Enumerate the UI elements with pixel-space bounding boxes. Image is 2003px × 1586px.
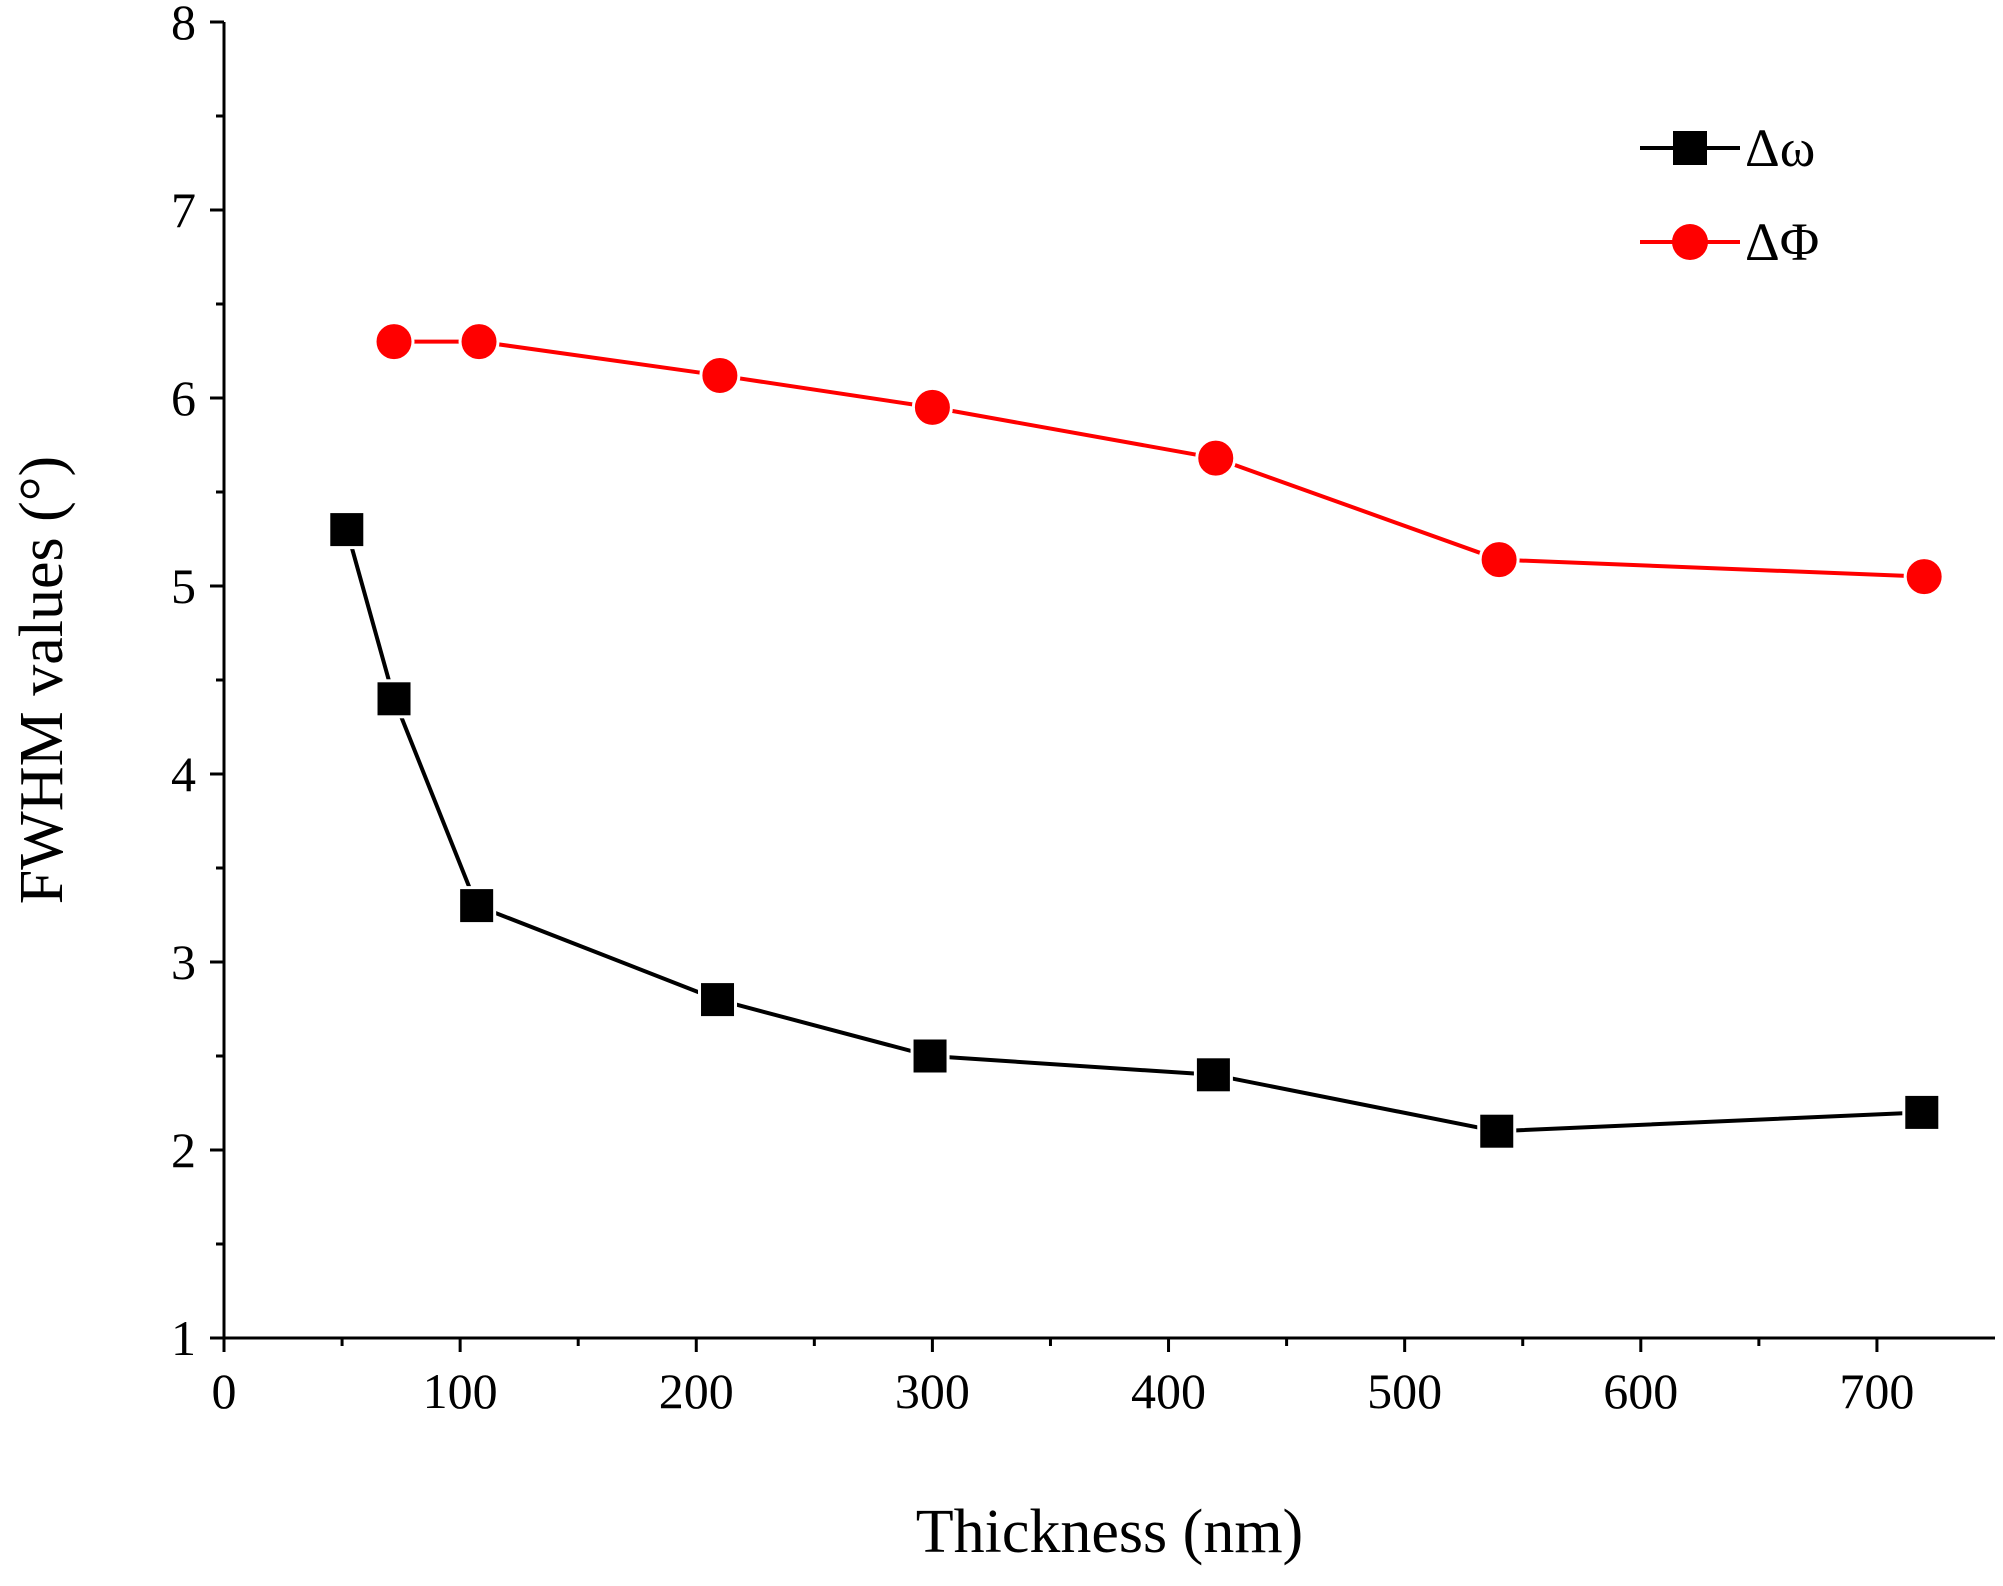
series-line-0 [344,529,1922,1134]
series-line-1 [394,339,1925,579]
axes [222,22,1995,1340]
x-tick-label-700: 700 [1839,1363,1914,1419]
data-point-circle [1478,539,1520,581]
y-tick-label-1: 1 [171,1310,196,1366]
legend-marker-circle [1672,224,1708,260]
data-point-square [910,1036,950,1076]
data-point-square [1477,1111,1517,1151]
series-markers [327,321,1945,1151]
data-point-circle [1903,556,1945,598]
data-point-circle [699,354,741,396]
legend-marker-square [1673,131,1707,165]
x-tick-label-400: 400 [1131,1363,1206,1419]
y-tick-label-6: 6 [171,370,196,426]
legend-label-1: ΔΦ [1745,212,1819,272]
x-tick-label-100: 100 [423,1363,498,1419]
y-axis-title: FWHM values (°) [8,456,76,904]
y-tick-label-5: 5 [171,558,196,614]
data-point-circle [373,321,415,363]
ticks: 0 100 200 300 400 500 600 700 1 2 3 4 5 6 7 8 [171,0,1914,1419]
legend-label-0: Δω [1745,118,1815,178]
x-tick-label-200: 200 [659,1363,734,1419]
data-point-square [1902,1092,1942,1132]
y-tick-label-3: 3 [171,934,196,990]
data-point-square [374,679,414,719]
x-tick-label-500: 500 [1367,1363,1442,1419]
data-point-circle [911,386,953,428]
y-tick-label-8: 8 [171,0,196,50]
y-tick-label-4: 4 [171,746,196,802]
x-tick-label-0: 0 [212,1363,237,1419]
x-axis-title: Thickness (nm) [916,1498,1303,1566]
x-tick-label-600: 600 [1603,1363,1678,1419]
data-point-square [1193,1055,1233,1095]
legend: Δω ΔΦ [1640,118,1819,272]
data-point-square [698,980,738,1020]
data-point-square [327,510,367,550]
data-point-circle [458,321,500,363]
y-tick-label-7: 7 [171,182,196,238]
series-lines [344,339,1925,1134]
x-tick-label-300: 300 [895,1363,970,1419]
data-point-circle [1195,437,1237,479]
data-point-square [457,886,497,926]
y-tick-label-2: 2 [171,1122,196,1178]
